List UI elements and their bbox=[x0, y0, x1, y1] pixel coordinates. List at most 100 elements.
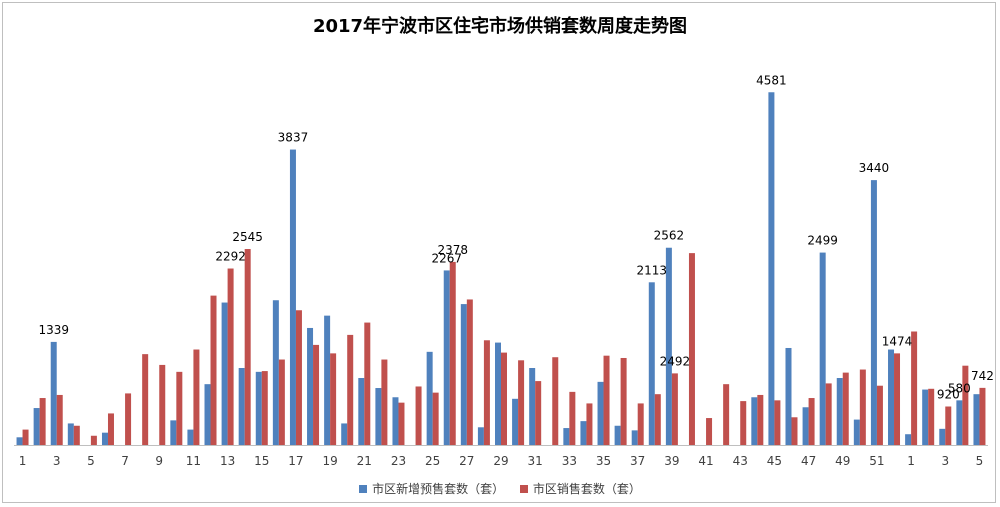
sales-bar-9 bbox=[159, 364, 166, 445]
presale-bar-21 bbox=[358, 378, 365, 445]
presale-bar-57 bbox=[973, 394, 980, 445]
presale-bar-54 bbox=[922, 389, 929, 445]
presale-bar-26 bbox=[443, 270, 450, 445]
x-tick-label-13: 25 bbox=[425, 454, 440, 468]
presale-bar-36 bbox=[614, 425, 621, 445]
presale-bar-50 bbox=[853, 419, 860, 445]
presale-bar-15 bbox=[255, 371, 262, 445]
data-label-2: 2292 bbox=[215, 250, 246, 264]
presale-bar-33 bbox=[563, 428, 570, 445]
x-tick-label-12: 23 bbox=[391, 454, 406, 468]
sales-bar-4 bbox=[73, 425, 80, 445]
presale-bar-14 bbox=[238, 368, 245, 445]
sales-bar-52 bbox=[894, 353, 901, 445]
presale-bar-34 bbox=[580, 421, 587, 445]
legend-item-sales: 市区销售套数（套） bbox=[519, 480, 641, 497]
sales-bar-42 bbox=[723, 384, 730, 445]
data-label-10: 4581 bbox=[756, 73, 787, 87]
presale-bar-6 bbox=[101, 432, 108, 445]
presale-bar-35 bbox=[597, 381, 604, 445]
presale-bar-13 bbox=[221, 302, 228, 445]
x-tick-label-28: 3 bbox=[941, 454, 949, 468]
sales-bar-34 bbox=[586, 403, 593, 445]
chart-title: 2017年宁波市区住宅市场供销套数周度走势图 bbox=[312, 16, 688, 37]
presale-bar-1 bbox=[16, 437, 23, 445]
x-tick-label-3: 5 bbox=[87, 454, 95, 468]
sales-bar-54 bbox=[928, 388, 935, 445]
data-label-12: 3440 bbox=[859, 161, 890, 175]
x-tick-label-17: 33 bbox=[562, 454, 577, 468]
data-label-5: 2267 bbox=[431, 251, 462, 265]
data-label-9: 2492 bbox=[660, 354, 691, 368]
x-tick-label-20: 39 bbox=[664, 454, 679, 468]
presale-bar-19 bbox=[324, 315, 331, 445]
presale-bar-53 bbox=[905, 434, 912, 445]
sales-bar-27 bbox=[466, 299, 473, 445]
sales-bar-51 bbox=[876, 385, 883, 445]
sales-bar-48 bbox=[825, 383, 832, 445]
sales-bar-49 bbox=[842, 372, 849, 445]
data-label-8: 2562 bbox=[654, 229, 685, 243]
presale-bar-4 bbox=[67, 423, 74, 445]
x-tick-label-15: 29 bbox=[493, 454, 508, 468]
presale-bar-47 bbox=[802, 407, 809, 445]
sales-bar-55 bbox=[945, 406, 952, 445]
sales-bar-56 bbox=[962, 365, 969, 445]
presale-bar-18 bbox=[307, 327, 314, 445]
sales-bar-31 bbox=[535, 381, 542, 445]
sales-bar-12 bbox=[210, 295, 217, 445]
presale-bar-38 bbox=[648, 282, 655, 445]
data-label-6: 2378 bbox=[437, 243, 468, 257]
presale-bar-12 bbox=[204, 384, 211, 445]
sales-bar-26 bbox=[449, 261, 456, 445]
legend-label-new-presale: 市区新增预售套数（套） bbox=[372, 482, 505, 496]
presale-bar-2 bbox=[33, 408, 40, 445]
sales-bar-47 bbox=[808, 398, 815, 445]
presale-bar-31 bbox=[529, 368, 536, 445]
sales-bar-37 bbox=[637, 403, 644, 445]
sales-bar-23 bbox=[398, 402, 405, 445]
sales-bar-18 bbox=[313, 344, 320, 445]
sales-bar-6 bbox=[107, 413, 114, 445]
sales-bar-17 bbox=[295, 310, 302, 445]
presale-bar-25 bbox=[426, 351, 433, 445]
x-tick-label-23: 45 bbox=[767, 454, 782, 468]
sales-bar-10 bbox=[176, 371, 183, 445]
sales-bar-2 bbox=[39, 398, 46, 445]
sales-bar-41 bbox=[706, 418, 713, 445]
presale-bar-51 bbox=[870, 180, 877, 445]
x-tick-label-7: 13 bbox=[220, 454, 235, 468]
x-tick-label-27: 1 bbox=[907, 454, 915, 468]
x-tick-label-2: 3 bbox=[53, 454, 61, 468]
x-tick-label-1: 1 bbox=[19, 454, 27, 468]
sales-bar-29 bbox=[501, 352, 507, 445]
chart-legend: 市区新增预售套数（套） 市区销售套数（套） bbox=[0, 480, 1000, 497]
presale-bar-20 bbox=[341, 423, 348, 445]
x-tick-label-9: 17 bbox=[288, 454, 303, 468]
x-tick-label-19: 37 bbox=[630, 454, 645, 468]
sales-bar-11 bbox=[193, 349, 200, 445]
sales-bar-22 bbox=[381, 359, 388, 445]
legend-swatch-blue bbox=[359, 484, 368, 493]
x-tick-label-11: 21 bbox=[357, 454, 372, 468]
legend-swatch-red bbox=[519, 484, 528, 493]
sales-bar-43 bbox=[740, 401, 747, 445]
x-tick-label-5: 9 bbox=[155, 454, 163, 468]
presale-bar-11 bbox=[187, 429, 194, 445]
presale-bar-45 bbox=[768, 92, 775, 445]
legend-item-new-presale: 市区新增预售套数（套） bbox=[359, 480, 504, 497]
presale-bar-22 bbox=[375, 388, 382, 445]
sales-bar-35 bbox=[603, 355, 610, 445]
presale-bar-55 bbox=[939, 428, 946, 445]
x-tick-label-14: 27 bbox=[459, 454, 474, 468]
presale-bar-3 bbox=[50, 341, 57, 445]
bars-layer bbox=[16, 92, 986, 446]
presale-bar-28 bbox=[477, 427, 484, 445]
legend-label-sales: 市区销售套数（套） bbox=[532, 482, 641, 496]
sales-bar-21 bbox=[364, 322, 371, 445]
sales-bar-57 bbox=[979, 387, 986, 445]
x-tick-label-8: 15 bbox=[254, 454, 269, 468]
data-label-11: 2499 bbox=[807, 234, 838, 248]
sales-bar-25 bbox=[432, 392, 439, 445]
